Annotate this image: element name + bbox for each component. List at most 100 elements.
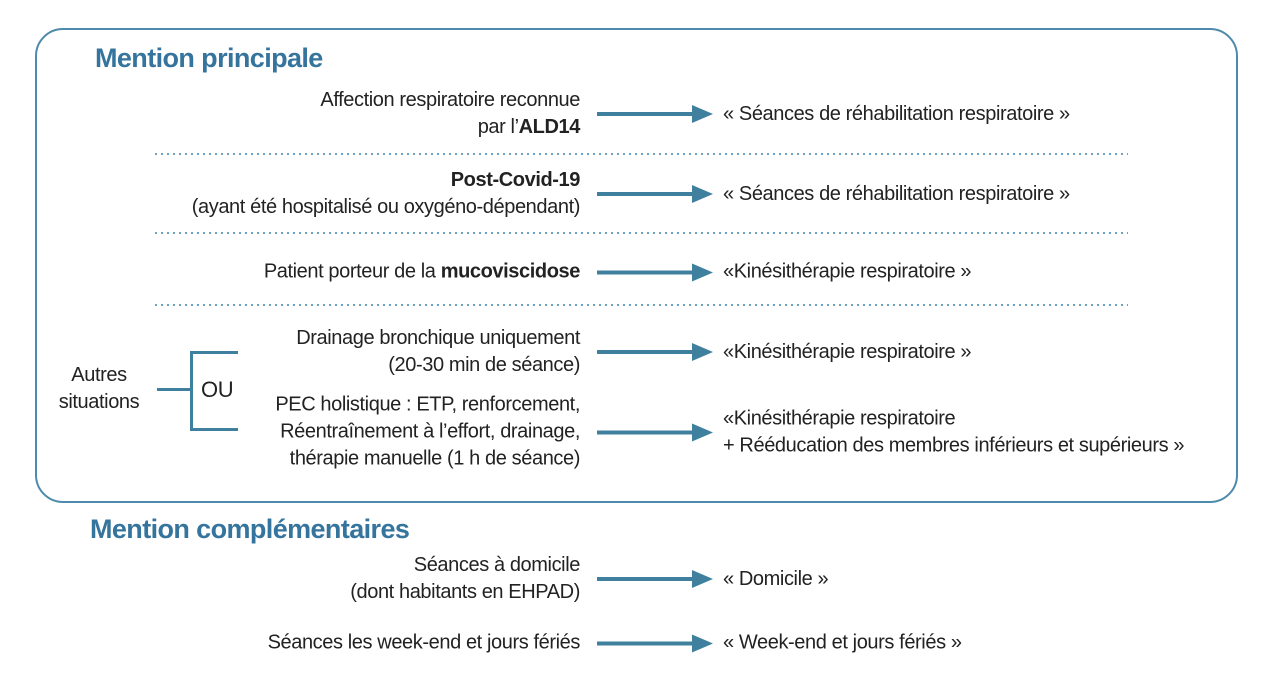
mention-principale-box bbox=[35, 28, 1238, 503]
text-line: « Week-end et jours fériés » bbox=[723, 630, 962, 657]
dotted-separator bbox=[155, 153, 1128, 155]
arrow-shaft bbox=[597, 350, 692, 354]
flow-row: Séances à domicile (dont habitants en EHP… bbox=[0, 552, 1280, 606]
text-line: Affection respiratoire reconnue bbox=[0, 87, 580, 114]
text-line: «Kinésithérapie respiratoire » bbox=[723, 339, 972, 366]
text-segment: Réentraînement à l’effort, drainage, bbox=[280, 420, 580, 443]
mention-label: « Séances de réhabilitation respiratoire… bbox=[723, 101, 1070, 128]
text-line: « Domicile » bbox=[723, 566, 829, 593]
bold-text-segment: mucoviscidose bbox=[440, 260, 581, 283]
arrow-head bbox=[692, 634, 713, 652]
text-line: (ayant été hospitalisé ou oxygéno-dépend… bbox=[0, 194, 581, 221]
other-situations-label-line: situations bbox=[58, 391, 140, 413]
text-segment: (20-30 min de séance) bbox=[388, 354, 580, 376]
text-line: (20-30 min de séance) bbox=[0, 352, 580, 379]
bold-text-segment: ALD14 bbox=[518, 116, 581, 138]
bold-text-segment: Post-Covid-19 bbox=[450, 169, 581, 191]
arrow-right-icon bbox=[580, 634, 713, 652]
mention-label: « Domicile » bbox=[723, 566, 829, 593]
text-segment: Patient porteur de la bbox=[263, 260, 441, 283]
text-segment: PEC holistique : ETP, renforcement, bbox=[275, 393, 580, 416]
text-segment: (ayant été hospitalisé ou oxygéno-dépend… bbox=[191, 196, 581, 218]
condition-text: Drainage bronchique uniquement (20-30 min… bbox=[0, 325, 580, 379]
condition-text: Séances les week-end et jours fériés bbox=[0, 630, 581, 657]
mention-label: «Kinésithérapie respiratoire » bbox=[723, 259, 972, 286]
condition-text: Post-Covid-19 (ayant été hospitalisé ou o… bbox=[0, 167, 581, 221]
arrow-right-icon bbox=[580, 423, 713, 441]
arrow-right-icon bbox=[580, 263, 713, 281]
text-segment: « Week-end et jours fériés » bbox=[723, 631, 962, 654]
arrow-right-icon bbox=[580, 185, 713, 203]
text-segment: Affection respiratoire reconnue bbox=[320, 89, 580, 111]
text-segment: Séances à domicile bbox=[413, 554, 581, 576]
text-line: «Kinésithérapie respiratoire » bbox=[723, 259, 972, 286]
arrow-head bbox=[692, 263, 713, 281]
other-situations-label-line: Autres bbox=[71, 364, 127, 386]
main-section-title: Mention principale bbox=[95, 43, 323, 73]
arrow-shaft bbox=[597, 192, 692, 196]
flow-row: Post-Covid-19 (ayant été hospitalisé ou o… bbox=[0, 167, 1280, 221]
bracket-top-line bbox=[190, 351, 238, 354]
bracket-vertical-line bbox=[190, 351, 193, 431]
arrow-head bbox=[692, 105, 713, 123]
flow-row: Drainage bronchique uniquement (20-30 min… bbox=[0, 325, 1280, 379]
text-segment: + Rééducation des membres inférieurs et … bbox=[723, 434, 1185, 456]
arrow-shaft bbox=[597, 430, 692, 434]
text-segment: thérapie manuelle (1 h de séance) bbox=[289, 447, 581, 470]
flow-row: Affection respiratoire reconnue par l’ALD… bbox=[0, 87, 1280, 141]
arrow-shaft bbox=[597, 270, 692, 274]
arrow-right-icon bbox=[580, 570, 713, 588]
text-segment: «Kinésithérapie respiratoire » bbox=[723, 260, 972, 283]
text-segment: «Kinésithérapie respiratoire bbox=[723, 407, 956, 429]
mention-label: «Kinésithérapie respiratoire + Rééducatio… bbox=[723, 405, 1185, 459]
text-segment: (dont habitants en EHPAD) bbox=[350, 581, 580, 603]
text-line: + Rééducation des membres inférieurs et … bbox=[723, 432, 1185, 459]
arrow-head bbox=[692, 423, 713, 441]
condition-text: Patient porteur de la mucoviscidose bbox=[0, 259, 581, 286]
flow-row: Séances les week-end et jours fériés « We… bbox=[0, 630, 1280, 657]
condition-text: Séances à domicile (dont habitants en EHP… bbox=[0, 552, 580, 606]
or-operator-label: OU bbox=[201, 377, 234, 402]
arrow-right-icon bbox=[580, 105, 713, 123]
flow-row: PEC holistique : ETP, renforcement, Réent… bbox=[0, 392, 1280, 473]
text-line: Patient porteur de la mucoviscidose bbox=[0, 259, 581, 286]
text-line: thérapie manuelle (1 h de séance) bbox=[0, 446, 581, 473]
flow-row: Patient porteur de la mucoviscidose «Kiné… bbox=[0, 259, 1280, 286]
mention-label: « Séances de réhabilitation respiratoire… bbox=[723, 181, 1070, 208]
mention-label: « Week-end et jours fériés » bbox=[723, 630, 962, 657]
secondary-section-title: Mention complémentaires bbox=[90, 514, 410, 544]
arrow-right-icon bbox=[580, 343, 713, 361]
text-segment: « Domicile » bbox=[723, 567, 829, 590]
text-line: « Séances de réhabilitation respiratoire… bbox=[723, 101, 1070, 128]
arrow-shaft bbox=[597, 577, 692, 581]
bracket-connector-line bbox=[157, 388, 192, 391]
text-line: (dont habitants en EHPAD) bbox=[0, 579, 580, 606]
arrow-head bbox=[692, 185, 713, 203]
arrow-head bbox=[692, 343, 713, 361]
text-line: Drainage bronchique uniquement bbox=[0, 325, 580, 352]
condition-text: PEC holistique : ETP, renforcement, Réent… bbox=[0, 392, 580, 473]
text-segment: Drainage bronchique uniquement bbox=[296, 327, 580, 349]
text-line: « Séances de réhabilitation respiratoire… bbox=[723, 181, 1070, 208]
text-segment: par l’ bbox=[477, 116, 519, 138]
text-line: Séances à domicile bbox=[0, 552, 581, 579]
arrow-shaft bbox=[597, 641, 692, 645]
dotted-separator bbox=[155, 232, 1128, 234]
arrow-shaft bbox=[597, 112, 692, 116]
dotted-separator bbox=[155, 304, 1128, 306]
text-segment: Séances les week-end et jours fériés bbox=[267, 631, 581, 654]
other-situations-label: Autres situations bbox=[40, 362, 158, 416]
mention-label: «Kinésithérapie respiratoire » bbox=[723, 339, 972, 366]
bracket-bottom-line bbox=[190, 428, 238, 431]
text-segment: « Séances de réhabilitation respiratoire… bbox=[723, 182, 1070, 205]
text-segment: « Séances de réhabilitation respiratoire… bbox=[723, 102, 1070, 125]
text-line: «Kinésithérapie respiratoire bbox=[723, 405, 1184, 432]
arrow-head bbox=[692, 570, 713, 588]
text-line: Réentraînement à l’effort, drainage, bbox=[0, 419, 580, 446]
text-line: Post-Covid-19 bbox=[0, 167, 581, 194]
text-line: Séances les week-end et jours fériés bbox=[0, 630, 581, 657]
text-segment: «Kinésithérapie respiratoire » bbox=[723, 340, 972, 363]
